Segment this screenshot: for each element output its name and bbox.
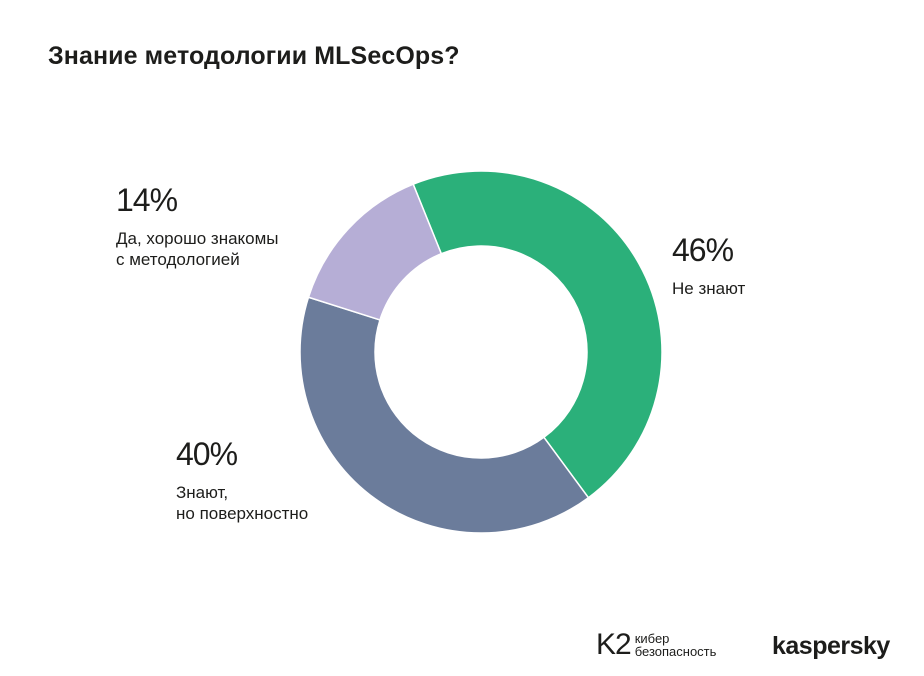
slice-desc-unaware: Не знают: [672, 279, 746, 298]
slice-label-superficial: 40% Знают, но поверхностно: [176, 438, 308, 524]
k2-logo: K2 кибер безопасность: [596, 630, 716, 660]
slice-label-familiar: 14% Да, хорошо знакомы с методологией: [116, 184, 279, 270]
slice-desc-familiar: Да, хорошо знакомы с методологией: [116, 229, 279, 269]
chart-title: Знание методологии MLSecOps?: [48, 42, 460, 70]
slice-percent-unaware: 46%: [672, 232, 734, 268]
slice-percent-familiar: 14%: [116, 182, 178, 218]
slice-label-unaware: 46% Не знают: [672, 234, 745, 299]
slice-percent-superficial: 40%: [176, 436, 238, 472]
slice-desc-superficial: Знают, но поверхностно: [176, 483, 309, 523]
donut-slice-2: [307, 183, 443, 321]
kaspersky-logo: kaspersky: [772, 632, 890, 660]
donut-slice-1: [299, 296, 590, 534]
k2-logo-mark: K2: [596, 628, 632, 661]
donut-slice-0: [412, 170, 663, 499]
k2-logo-text: кибер безопасность: [634, 631, 717, 659]
